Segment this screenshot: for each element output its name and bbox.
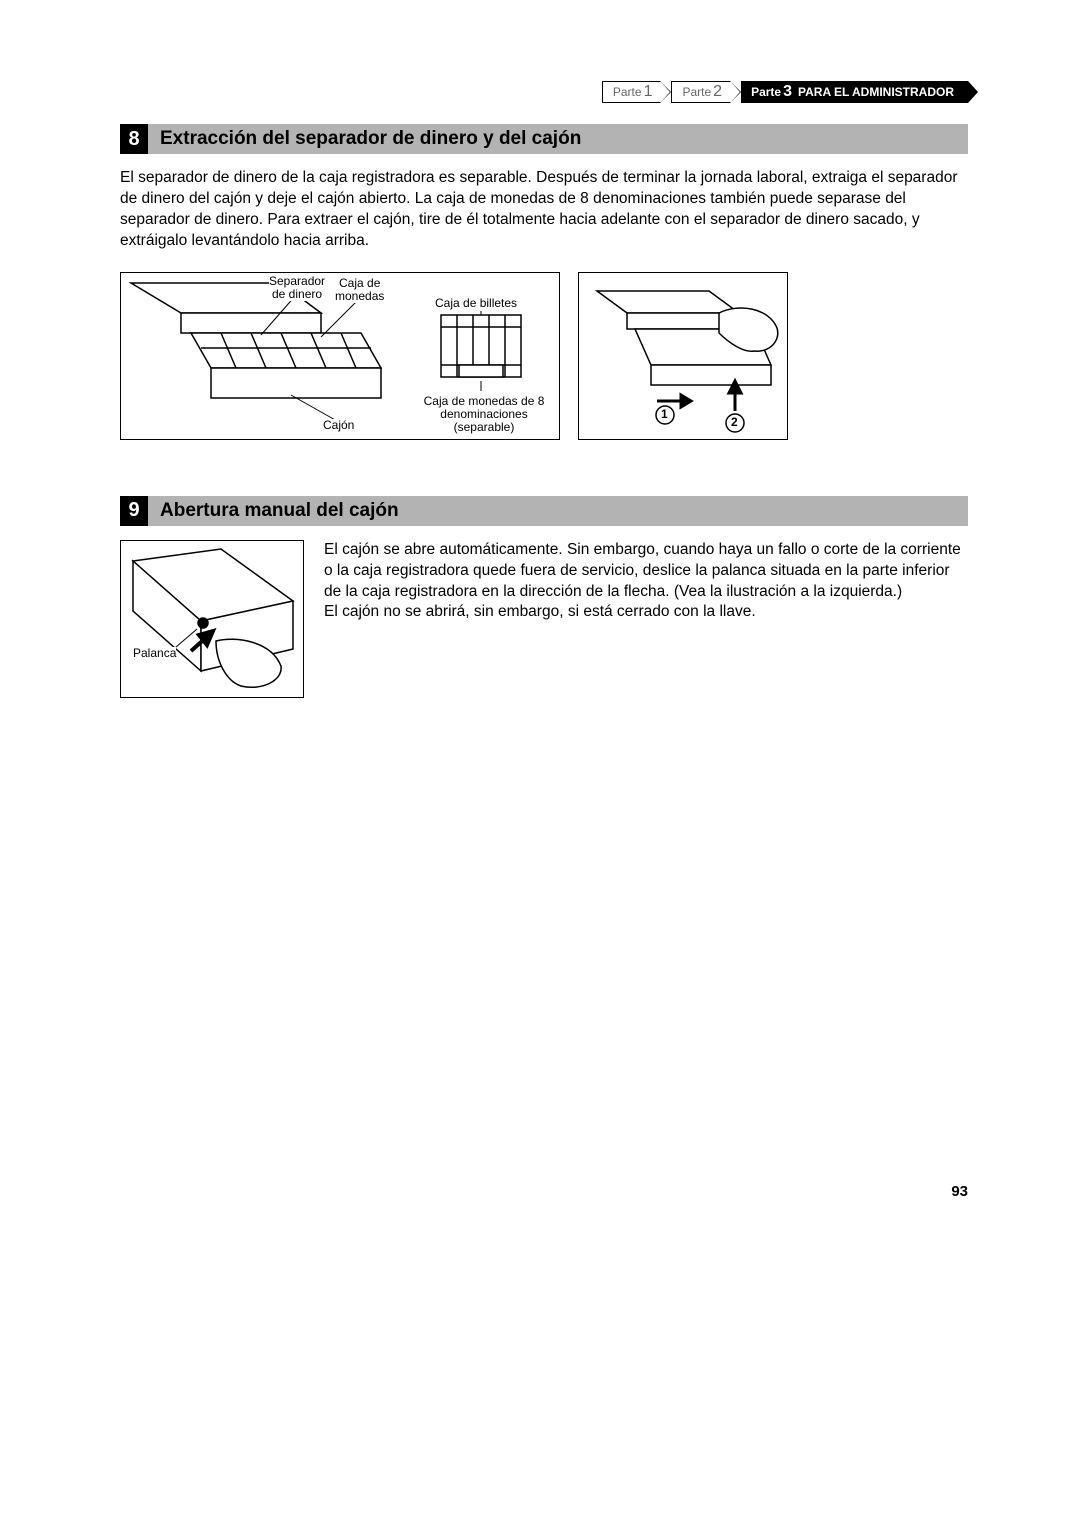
- breadcrumb-parte3-num: 3: [783, 83, 792, 101]
- label-caja-monedas: Caja demonedas: [335, 277, 384, 303]
- breadcrumb-parte3-label: Parte: [751, 85, 781, 99]
- section8-header: 8 Extracción del separador de dinero y d…: [120, 124, 968, 154]
- label-caja-billetes: Caja de billetes: [435, 297, 517, 310]
- drawer-remove-illustration: [579, 273, 789, 441]
- breadcrumb: Parte 1 Parte 2 Parte 3 PARA EL ADMINIST…: [120, 80, 968, 104]
- label-step1: 1: [661, 408, 668, 421]
- section9-row: Palanca El cajón se abre automáticamente…: [120, 540, 968, 698]
- page-number: 93: [951, 1183, 968, 1200]
- section8-number: 8: [120, 124, 148, 154]
- section8-body: El separador de dinero de la caja regist…: [120, 168, 968, 252]
- breadcrumb-parte1-label: Parte: [613, 85, 642, 99]
- section8-figures: Separadorde dinero Caja demonedas Caja d…: [120, 272, 968, 440]
- breadcrumb-parte3-subtitle: PARA EL ADMINISTRADOR: [798, 85, 954, 99]
- breadcrumb-parte3: Parte 3 PARA EL ADMINISTRADOR: [741, 81, 968, 103]
- label-cajon: Cajón: [323, 419, 354, 432]
- manual-open-illustration: [121, 541, 305, 699]
- figure-till-drawer: Separadorde dinero Caja demonedas Caja d…: [120, 272, 560, 440]
- section9-title: Abertura manual del cajón: [160, 500, 399, 522]
- figure-manual-open: Palanca: [120, 540, 304, 698]
- label-separador: Separadorde dinero: [269, 275, 325, 301]
- breadcrumb-parte1: Parte 1: [602, 81, 662, 103]
- section9-body: El cajón se abre automáticamente. Sin em…: [324, 540, 968, 698]
- label-step2: 2: [731, 416, 738, 429]
- label-palanca: Palanca: [133, 647, 176, 660]
- breadcrumb-parte1-num: 1: [644, 83, 653, 101]
- figure-drawer-remove: 1 2: [578, 272, 788, 440]
- section9-number: 9: [120, 496, 148, 526]
- label-caja-8: Caja de monedas de 8denominaciones (sepa…: [409, 395, 559, 435]
- breadcrumb-parte2: Parte 2: [671, 81, 731, 103]
- page-content: Parte 1 Parte 2 Parte 3 PARA EL ADMINIST…: [120, 80, 968, 698]
- section9-header: 9 Abertura manual del cajón: [120, 496, 968, 526]
- breadcrumb-parte2-num: 2: [713, 83, 722, 101]
- section8-title: Extracción del separador de dinero y del…: [160, 128, 581, 150]
- breadcrumb-parte2-label: Parte: [682, 85, 711, 99]
